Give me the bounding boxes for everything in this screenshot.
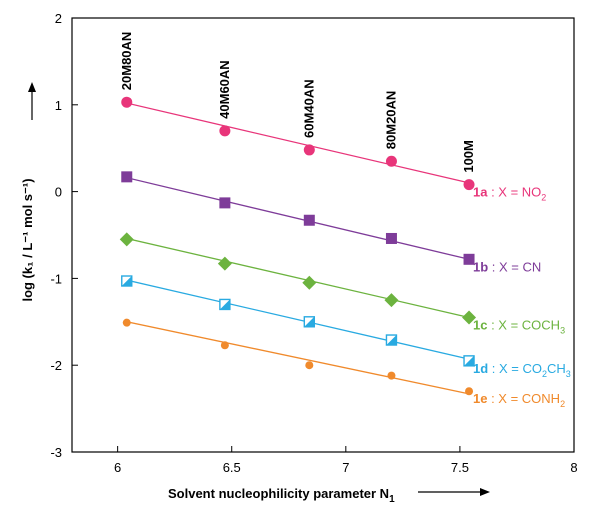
y-tick-label: 0 bbox=[55, 185, 62, 200]
data-point-1d bbox=[385, 334, 398, 346]
data-point-1b bbox=[121, 171, 133, 183]
data-point-1a bbox=[219, 125, 231, 137]
data-point-1e bbox=[465, 387, 474, 396]
y-tick-label: -2 bbox=[50, 358, 62, 373]
x-axis-arrow bbox=[418, 488, 490, 496]
data-point-1e bbox=[387, 371, 396, 380]
data-point-1d bbox=[463, 355, 475, 367]
data-point-1e bbox=[305, 361, 314, 370]
solvent-label: 80M20AN bbox=[383, 91, 398, 150]
fit-line-1d bbox=[126, 279, 470, 360]
series-label-1c: 1c : X = COCH3 bbox=[473, 317, 565, 335]
series-label-1d: 1d : X = CO2CH3 bbox=[473, 361, 571, 379]
data-point-1c bbox=[384, 293, 399, 308]
data-point-1d bbox=[303, 316, 316, 328]
series-label-1e: 1e : X = CONH2 bbox=[473, 391, 565, 409]
series-label-1b: 1b : X = CN bbox=[473, 259, 541, 274]
data-point-1b bbox=[303, 214, 315, 226]
fit-line-1a bbox=[126, 102, 470, 184]
data-point-1c bbox=[217, 256, 232, 271]
y-tick-label: -1 bbox=[50, 271, 62, 286]
data-point-1b bbox=[463, 253, 475, 265]
solvent-label: 100M bbox=[461, 140, 476, 173]
y-axis-title: log (k₁ / L⁻¹ mol s⁻¹) bbox=[20, 178, 35, 301]
y-tick-label: 2 bbox=[55, 11, 62, 26]
x-tick-label: 6 bbox=[114, 460, 121, 475]
x-axis-title: Solvent nucleophilicity parameter N1 bbox=[168, 486, 395, 505]
data-point-1a bbox=[463, 179, 475, 191]
solvent-label: 40M60AN bbox=[217, 60, 232, 119]
solvent-label: 20M80AN bbox=[119, 32, 134, 91]
plot-area-frame bbox=[71, 17, 575, 453]
data-point-1b bbox=[219, 197, 231, 209]
data-point-1c bbox=[462, 310, 477, 325]
data-point-1e bbox=[220, 341, 229, 350]
y-tick-label: -3 bbox=[50, 445, 62, 460]
data-point-1a bbox=[385, 155, 397, 167]
x-tick-label: 8 bbox=[570, 460, 577, 475]
x-tick-label: 7.5 bbox=[451, 460, 469, 475]
data-point-1d bbox=[219, 298, 231, 311]
data-point-1e bbox=[122, 318, 131, 327]
solvent-label: 60M40AN bbox=[301, 79, 316, 138]
data-point-1a bbox=[121, 96, 133, 108]
fit-line-1c bbox=[126, 237, 470, 319]
series-label-1a: 1a : X = NO2 bbox=[473, 185, 546, 203]
y-tick-label: 1 bbox=[55, 98, 62, 113]
data-point-1a bbox=[303, 144, 315, 156]
fit-line-1e bbox=[126, 321, 470, 395]
data-point-1d bbox=[121, 275, 133, 287]
data-point-1b bbox=[385, 232, 397, 244]
y-axis-arrow bbox=[28, 82, 36, 120]
data-point-1c bbox=[119, 232, 134, 247]
data-point-1c bbox=[302, 275, 317, 290]
x-tick-label: 7 bbox=[342, 460, 349, 475]
x-tick-label: 6.5 bbox=[223, 460, 241, 475]
fit-line-1b bbox=[126, 177, 470, 260]
